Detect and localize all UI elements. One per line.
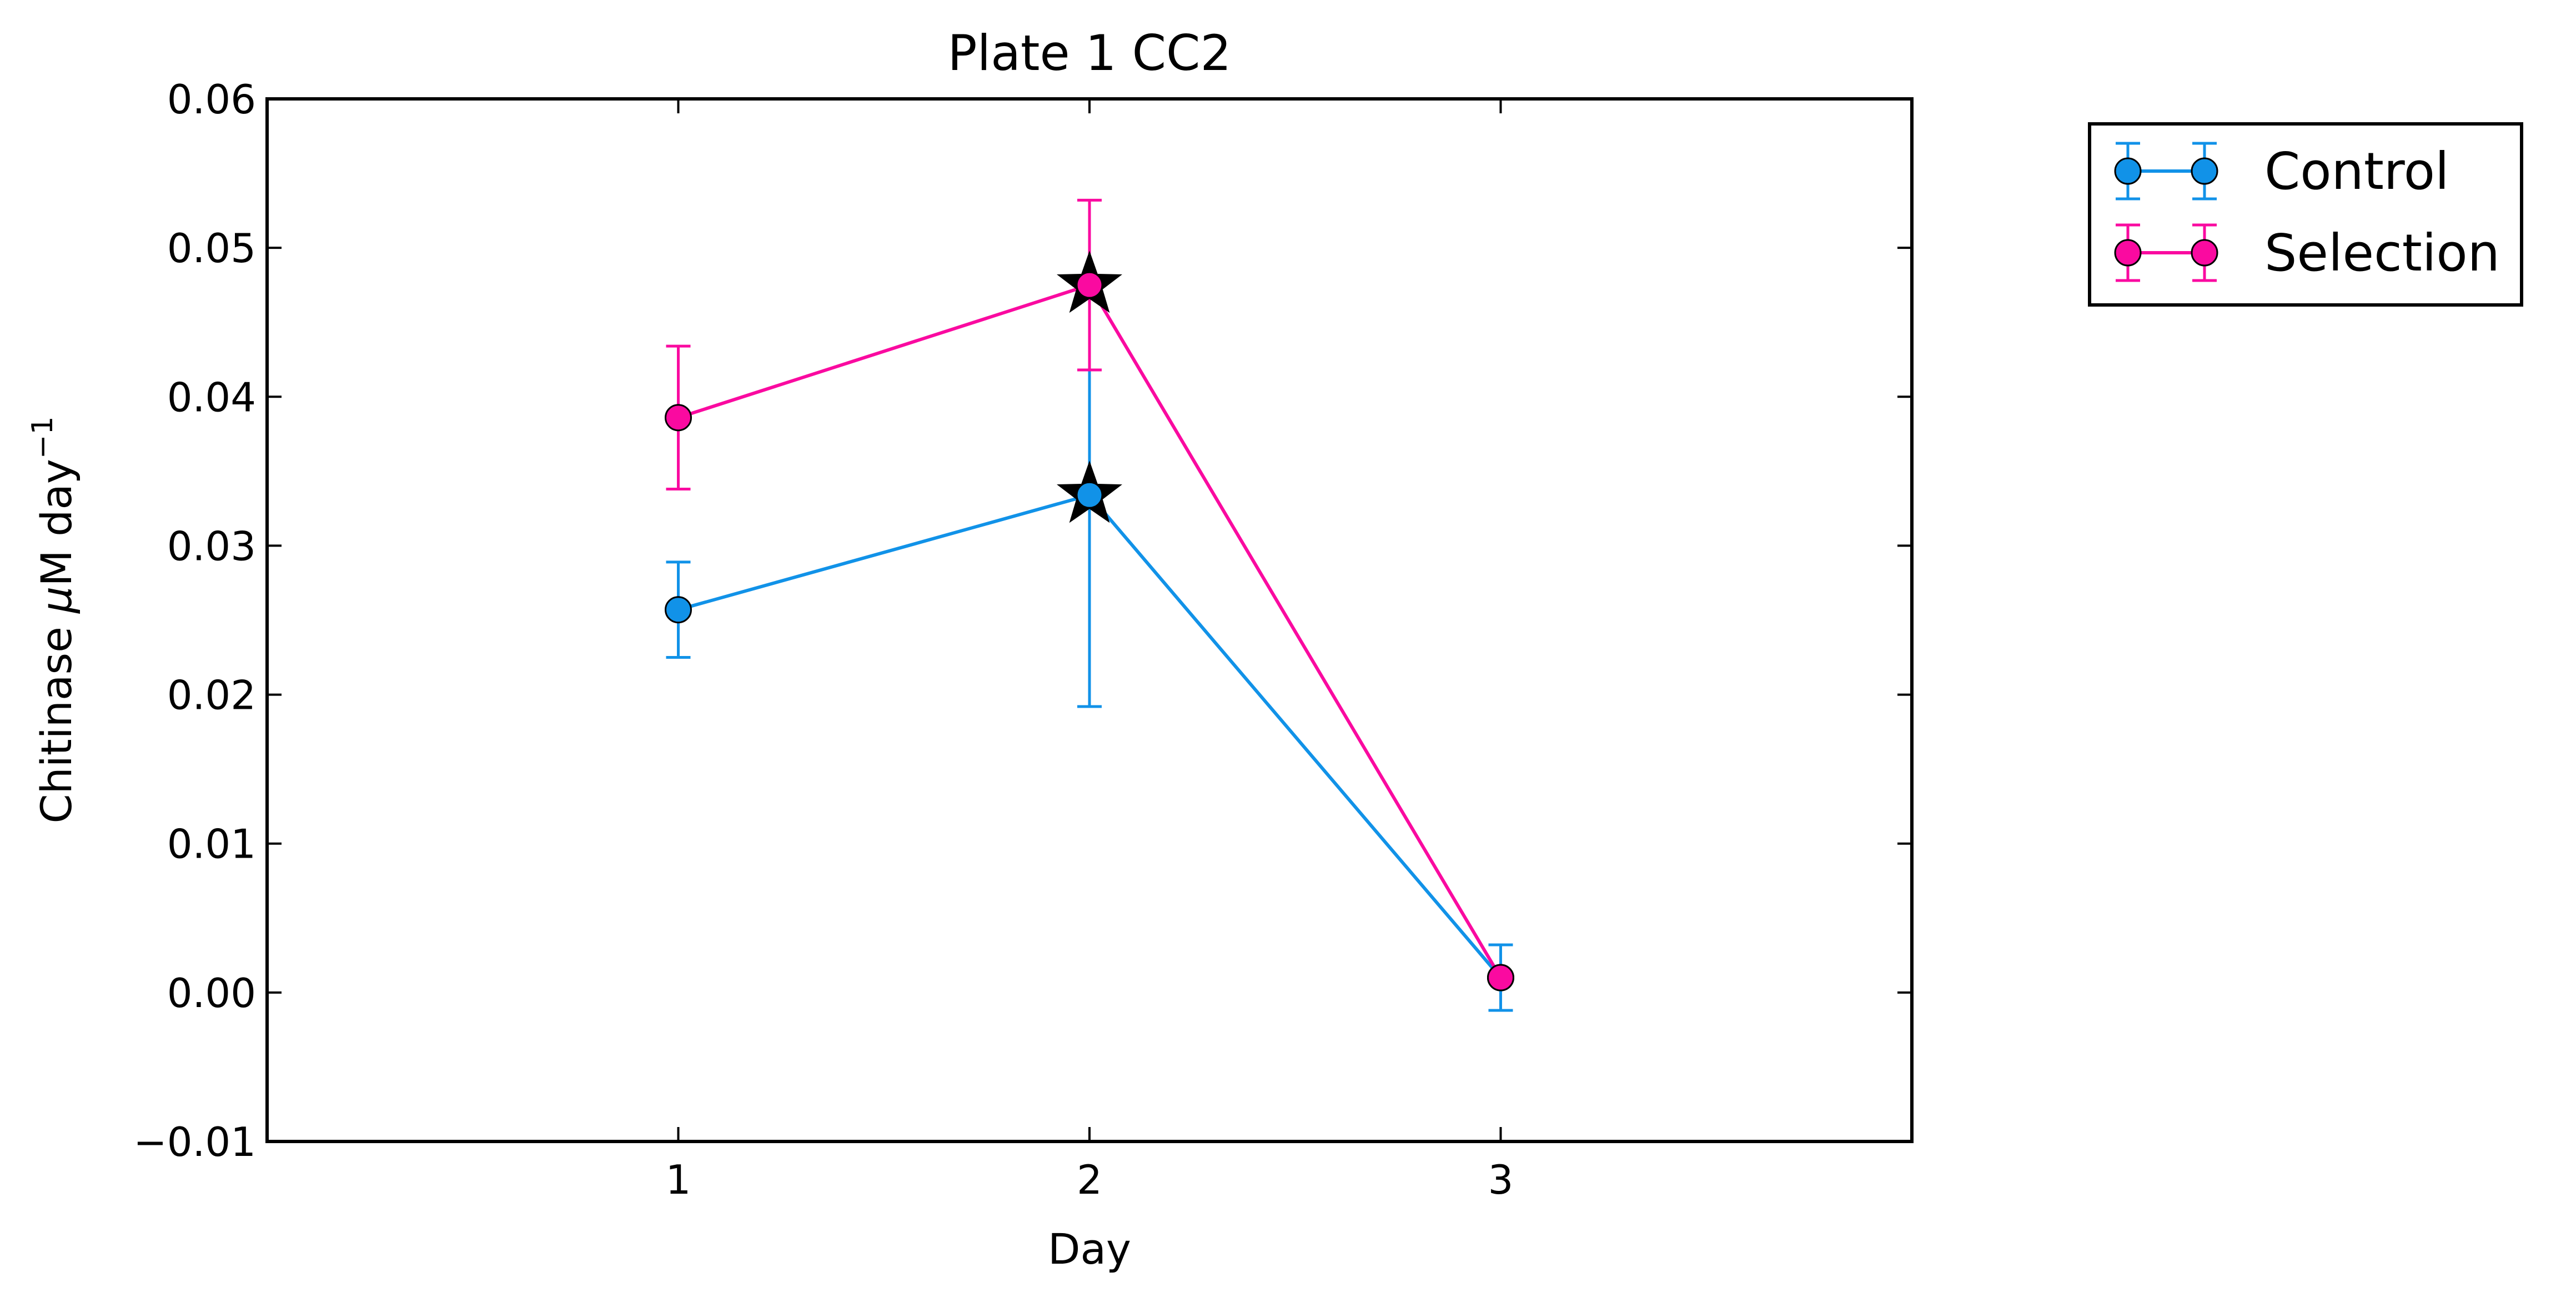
y-axis-label: Chitinase μM day−1 [26,416,81,823]
axis-ticks [267,98,1912,1143]
legend-entry-control: Control [2114,142,2449,201]
data-point [1076,271,1103,299]
y-tick-label: 0.06 [167,76,256,123]
y-tick-label: 0.04 [167,374,256,420]
x-tick-label: 2 [1077,1156,1102,1203]
legend-marker [2191,157,2218,185]
legend: Control Selection [2088,122,2523,307]
legend-frame [2088,122,2523,307]
x-axis-label: Day [1048,1224,1131,1274]
y-tick-label: 0.01 [167,821,256,868]
series-layer [665,198,1514,1012]
axis-tick-labels: −0.01 0.00 0.01 0.02 0.03 0.04 0.05 0.06 1 2 3 [133,76,1513,1203]
x-tick-label: 1 [666,1156,691,1203]
y-tick-label: 0.00 [167,970,256,1016]
data-point [665,404,692,432]
chart-title: Plate 1 CC2 [948,24,1232,82]
plot-frame [265,97,1914,1143]
legend-marker [2114,239,2142,267]
series-control [666,282,1513,1012]
y-tick-label: 0.02 [167,672,256,719]
legend-label: Selection [2264,223,2500,283]
legend-marker [2191,239,2218,267]
legend-marker [2114,157,2142,185]
y-tick-label: −0.01 [133,1119,256,1165]
data-point [1487,964,1514,991]
legend-label: Control [2264,142,2449,201]
y-tick-label: 0.03 [167,523,256,569]
x-tick-label: 3 [1488,1156,1514,1203]
series-selection [666,198,1503,979]
y-tick-label: 0.05 [167,225,256,272]
data-point [665,596,692,624]
data-point [1076,481,1103,509]
legend-entry-selection: Selection [2114,223,2500,283]
